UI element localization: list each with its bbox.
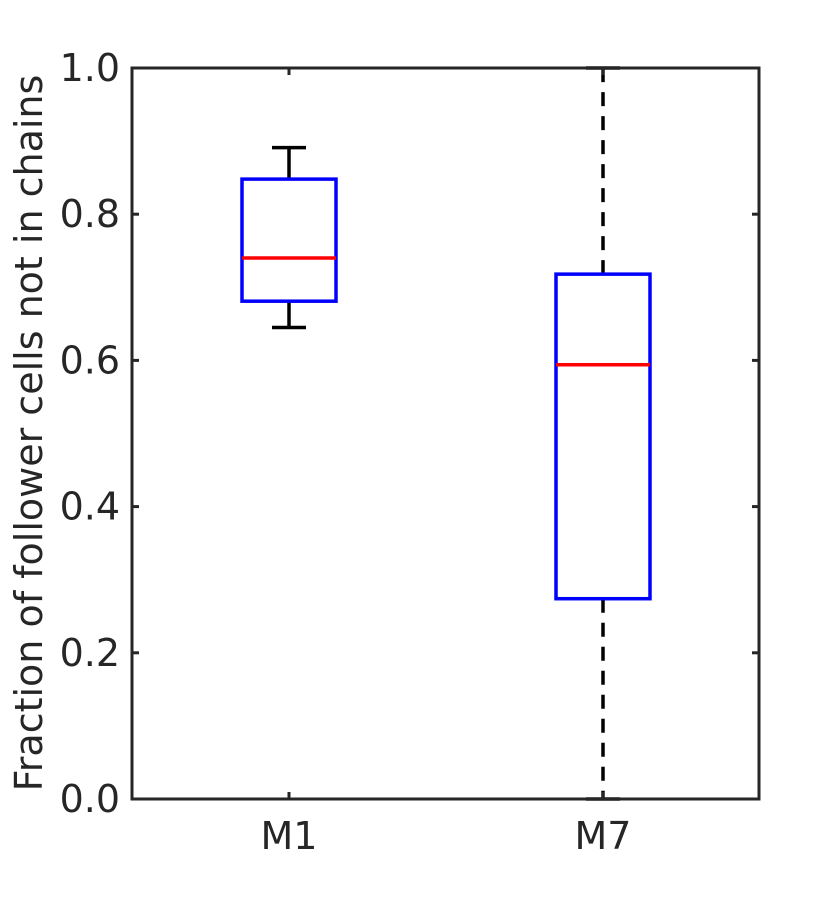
plot-marks (240, 66, 652, 801)
y-tick-label: 0.4 (60, 485, 120, 529)
plot-frame (130, 66, 761, 801)
y-tick-label: 0.2 (60, 631, 120, 675)
y-axis-label: Fraction of follower cells not in chains (7, 75, 51, 792)
y-tick-label: 0.0 (60, 777, 120, 821)
box-m1 (240, 177, 338, 303)
y-tick-label: 0.6 (60, 338, 120, 382)
y-tick-label: 0.8 (60, 192, 120, 236)
y-tick-label: 1.0 (60, 46, 120, 90)
axis-ticks: 0.0 0.2 0.4 0.6 0.8 1.0 M1 M7 (60, 46, 759, 858)
x-tick-label-m7: M7 (575, 814, 632, 858)
box-m7 (554, 272, 652, 601)
x-tick-label-m1: M1 (261, 814, 318, 858)
